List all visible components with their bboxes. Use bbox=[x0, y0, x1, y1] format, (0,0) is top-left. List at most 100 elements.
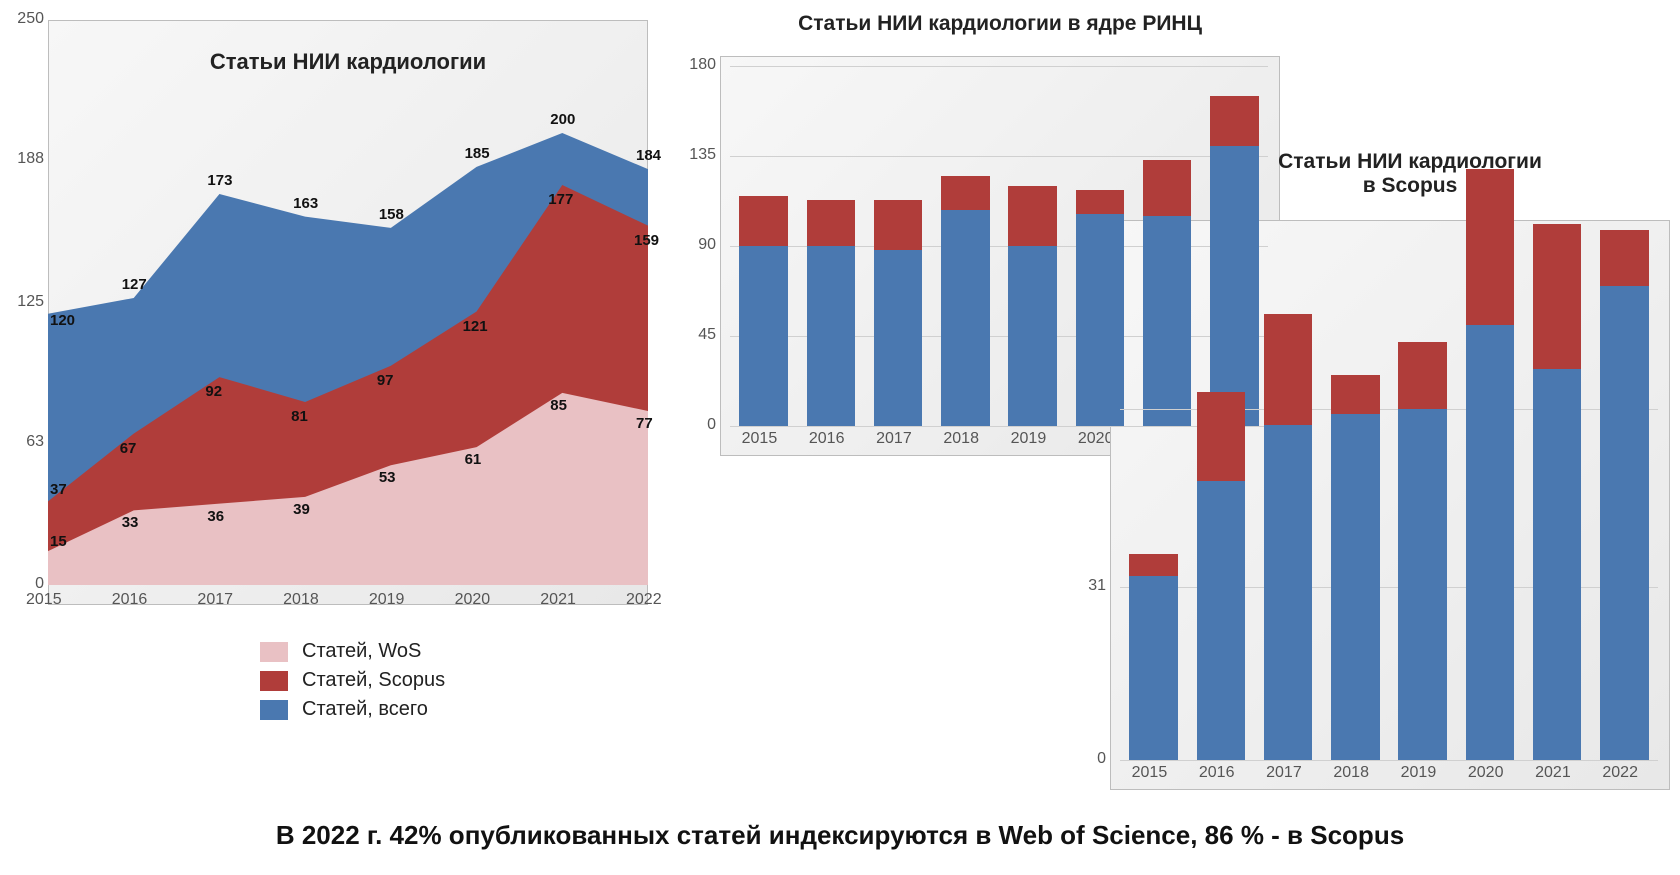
x-tick-label: 2017 bbox=[876, 430, 912, 448]
grid-line bbox=[730, 156, 1268, 157]
bar-segment-red bbox=[1129, 554, 1177, 576]
x-tick-label: 2020 bbox=[1078, 430, 1114, 448]
area-data-label: 53 bbox=[379, 469, 396, 486]
x-tick-label: 2015 bbox=[742, 430, 778, 448]
legend-swatch bbox=[260, 642, 288, 662]
area-data-label: 36 bbox=[207, 508, 224, 525]
area-data-label: 37 bbox=[50, 481, 67, 498]
bar-segment-blue bbox=[739, 246, 787, 426]
x-tick-label: 2022 bbox=[1602, 764, 1638, 782]
bar-segment-blue bbox=[1008, 246, 1056, 426]
x-tick-label: 2017 bbox=[197, 591, 233, 609]
area-data-label: 184 bbox=[636, 147, 661, 164]
x-tick-label: 2018 bbox=[1333, 764, 1369, 782]
x-tick-label: 2022 bbox=[626, 591, 662, 609]
bar-segment-red bbox=[1008, 186, 1056, 246]
area-data-label: 121 bbox=[463, 318, 488, 335]
y-tick-label: 45 bbox=[678, 326, 716, 344]
x-tick-label: 2016 bbox=[1199, 764, 1235, 782]
y-tick-label: 188 bbox=[8, 150, 44, 168]
grid-line bbox=[1120, 760, 1658, 761]
scopus-chart bbox=[1110, 220, 1670, 790]
bar-segment-blue bbox=[1264, 425, 1312, 760]
bar-segment-blue bbox=[1600, 286, 1648, 760]
area-data-label: 120 bbox=[50, 312, 75, 329]
x-tick-label: 2019 bbox=[1401, 764, 1437, 782]
area-data-label: 33 bbox=[122, 514, 139, 531]
y-tick-label: 135 bbox=[678, 146, 716, 164]
area-data-label: 81 bbox=[291, 408, 308, 425]
area-data-label: 15 bbox=[50, 533, 67, 550]
bar-stack bbox=[941, 176, 989, 426]
area-data-label: 173 bbox=[207, 172, 232, 189]
y-tick-label: 90 bbox=[678, 236, 716, 254]
legend-swatch bbox=[260, 700, 288, 720]
bar-stack bbox=[1210, 96, 1258, 426]
y-tick-label: 31 bbox=[1068, 577, 1106, 595]
bar-segment-blue bbox=[1533, 369, 1581, 760]
bar-stack bbox=[807, 200, 855, 426]
area-data-label: 92 bbox=[205, 383, 222, 400]
area-data-label: 163 bbox=[293, 195, 318, 212]
area-data-label: 158 bbox=[379, 206, 404, 223]
bar-segment-red bbox=[1143, 160, 1191, 216]
x-tick-label: 2021 bbox=[540, 591, 576, 609]
bar-segment-red bbox=[1076, 190, 1124, 214]
y-tick-label: 250 bbox=[8, 10, 44, 28]
legend-label: Статей, WoS bbox=[302, 640, 421, 663]
bar-stack bbox=[1533, 224, 1581, 760]
bar-segment-blue bbox=[807, 246, 855, 426]
bar-segment-blue bbox=[1143, 216, 1191, 426]
bar-segment-blue bbox=[1331, 414, 1379, 760]
bar-segment-red bbox=[1466, 169, 1514, 325]
x-tick-label: 2016 bbox=[112, 591, 148, 609]
bar-segment-red bbox=[1533, 224, 1581, 369]
bar-segment-red bbox=[739, 196, 787, 246]
y-tick-label: 0 bbox=[678, 416, 716, 434]
bar-stack bbox=[1466, 169, 1514, 760]
bar-stack bbox=[1143, 160, 1191, 426]
bar-stack bbox=[1331, 375, 1379, 760]
legend-label: Статей, всего bbox=[302, 698, 428, 721]
grid-line bbox=[730, 426, 1268, 427]
bar-stack bbox=[1600, 230, 1648, 760]
area-data-label: 200 bbox=[550, 111, 575, 128]
area-chart-plot bbox=[49, 21, 647, 584]
area-data-label: 67 bbox=[120, 440, 137, 457]
bar-stack bbox=[1398, 342, 1446, 760]
area-data-label: 97 bbox=[377, 372, 394, 389]
x-tick-label: 2015 bbox=[26, 591, 62, 609]
bar-segment-blue bbox=[1197, 481, 1245, 760]
y-tick-label: 63 bbox=[8, 433, 44, 451]
area-data-label: 39 bbox=[293, 501, 310, 518]
legend-swatch bbox=[260, 671, 288, 691]
y-tick-label: 125 bbox=[8, 293, 44, 311]
footer-caption: В 2022 г. 42% опубликованных статей инде… bbox=[0, 820, 1680, 851]
x-tick-label: 2015 bbox=[1132, 764, 1168, 782]
bar-segment-blue bbox=[1076, 214, 1124, 426]
area-data-label: 77 bbox=[636, 415, 653, 432]
area-data-label: 159 bbox=[634, 232, 659, 249]
bar-segment-red bbox=[1210, 96, 1258, 146]
bar-segment-red bbox=[807, 200, 855, 246]
bar-stack bbox=[1197, 392, 1245, 760]
area-chart-legend: Статей, WoS Статей, Scopus Статей, всего bbox=[260, 640, 445, 727]
bar-segment-red bbox=[1264, 314, 1312, 426]
x-tick-label: 2020 bbox=[455, 591, 491, 609]
grid-line bbox=[730, 66, 1268, 67]
area-data-label: 61 bbox=[465, 451, 482, 468]
x-tick-label: 2016 bbox=[809, 430, 845, 448]
area-data-label: 127 bbox=[122, 276, 147, 293]
bar-segment-red bbox=[941, 176, 989, 210]
bar-stack bbox=[874, 200, 922, 426]
bar-segment-red bbox=[1197, 392, 1245, 481]
bar-segment-red bbox=[1600, 230, 1648, 286]
legend-item: Статей, Scopus bbox=[260, 669, 445, 692]
bar-segment-blue bbox=[941, 210, 989, 426]
x-tick-label: 2018 bbox=[283, 591, 319, 609]
bar-segment-blue bbox=[1398, 409, 1446, 760]
y-tick-label: 180 bbox=[678, 56, 716, 74]
legend-item: Статей, всего bbox=[260, 698, 445, 721]
rints-chart-title: Статьи НИИ кардиологии в ядре РИНЦ bbox=[720, 12, 1280, 36]
area-data-label: 85 bbox=[550, 397, 567, 414]
